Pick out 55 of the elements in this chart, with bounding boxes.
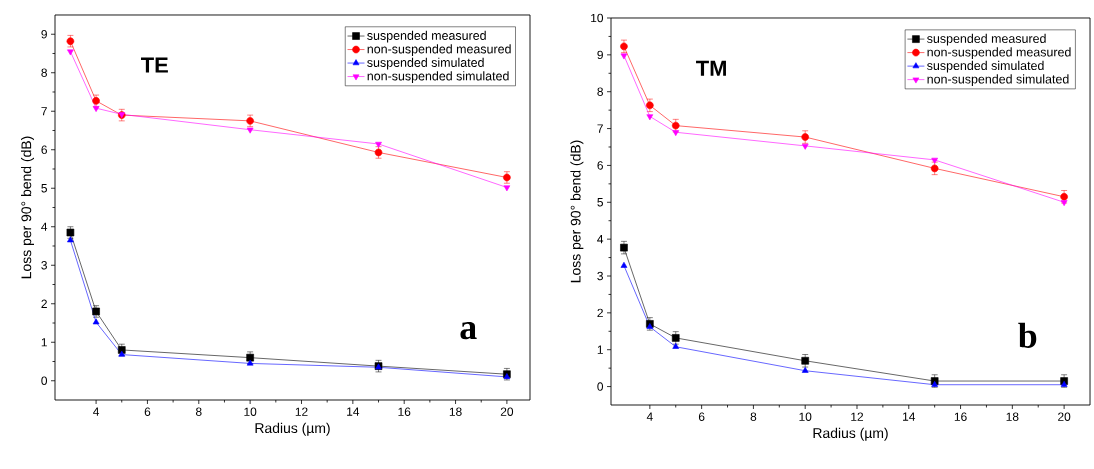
- x-tick-label: 16: [398, 407, 411, 416]
- y-tick-label: 3: [41, 261, 47, 270]
- annotation: TM: [696, 60, 726, 76]
- y-tick-label: 4: [597, 235, 604, 244]
- y-tick-label: 9: [597, 50, 603, 60]
- y-axis-title: Loss per 90° bend (dB): [570, 140, 584, 283]
- y-tick-label: 4: [41, 222, 48, 231]
- legend-label: suspended simulated: [367, 57, 484, 70]
- x-tick-label: 10: [244, 407, 257, 416]
- y-tick-label: 7: [41, 107, 47, 116]
- legend-label: non-suspended measured: [367, 44, 511, 56]
- y-tick-label: 9: [41, 30, 47, 39]
- y-tick-label: 5: [41, 184, 47, 193]
- y-tick-label: 7: [597, 124, 603, 133]
- x-tick-label: 14: [347, 407, 360, 416]
- legend-label: suspended simulated: [927, 60, 1044, 73]
- y-tick-label: 2: [597, 308, 603, 318]
- x-tick-label: 12: [851, 412, 864, 421]
- annotation: TE: [141, 57, 168, 73]
- y-tick-label: 8: [41, 68, 47, 77]
- y-tick-label: 0: [41, 376, 48, 385]
- y-tick-label: 6: [597, 161, 603, 170]
- annotation: a: [460, 322, 477, 340]
- x-tick-label: 8: [750, 412, 757, 421]
- x-tick-label: 20: [1058, 412, 1071, 421]
- legend-label: non-suspended measured: [927, 47, 1071, 59]
- annotation: b: [1018, 322, 1037, 348]
- legend-label: suspended measured: [367, 30, 486, 43]
- x-tick-label: 14: [903, 412, 916, 421]
- y-axis-title: Loss per 90° bend (dB): [21, 136, 34, 279]
- x-axis-title: Radius (µm): [255, 422, 330, 436]
- x-tick-label: 6: [144, 407, 151, 416]
- x-tick-label: 4: [93, 407, 100, 416]
- x-tick-label: 4: [646, 412, 653, 421]
- x-tick-label: 18: [449, 407, 462, 416]
- x-tick-label: 16: [954, 412, 967, 421]
- y-tick-label: 10: [591, 13, 604, 23]
- y-tick-label: 3: [597, 271, 603, 281]
- y-tick-label: 0: [597, 382, 604, 391]
- x-tick-label: 20: [500, 407, 514, 416]
- y-tick-label: 6: [41, 145, 47, 154]
- y-tick-label: 8: [597, 87, 603, 96]
- legend-label: suspended measured: [927, 33, 1046, 46]
- x-tick-label: 12: [295, 407, 308, 416]
- y-tick-label: 2: [41, 299, 47, 308]
- legend-label: non-suspended simulated: [927, 74, 1069, 86]
- x-tick-label: 6: [698, 412, 705, 421]
- x-tick-label: 8: [195, 407, 202, 416]
- y-tick-label: 5: [597, 198, 603, 207]
- legend-label: non-suspended simulated: [367, 71, 509, 83]
- x-tick-label: 10: [799, 412, 812, 421]
- x-axis-title: Radius (µm): [813, 427, 888, 441]
- y-tick-label: 1: [41, 338, 47, 347]
- y-tick-label: 1: [597, 345, 603, 354]
- x-tick-label: 18: [1006, 412, 1019, 421]
